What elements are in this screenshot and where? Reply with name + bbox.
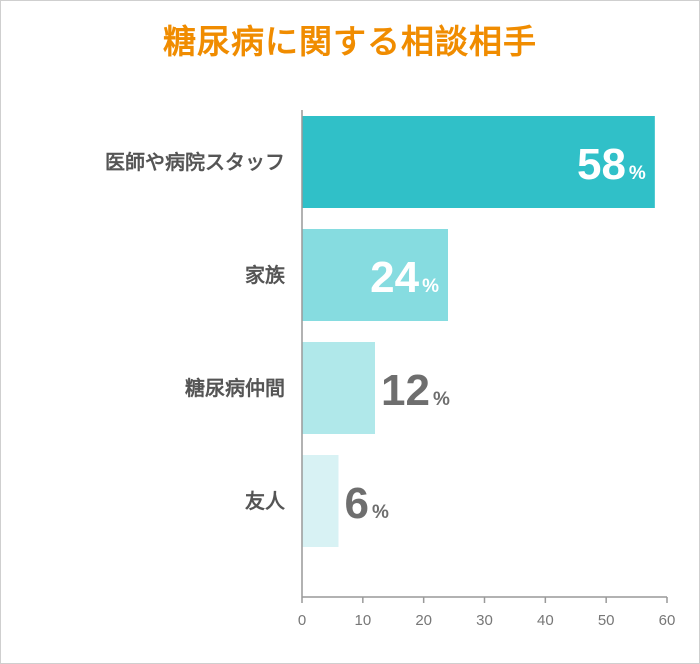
category-label: 医師や病院スタッフ	[105, 150, 285, 174]
x-tick-label: 0	[298, 612, 306, 629]
bar	[302, 116, 655, 208]
data-label: 12%	[381, 366, 450, 415]
data-label: 24%	[370, 253, 439, 302]
chart-title: 糖尿病に関する相談相手	[163, 22, 537, 61]
x-tick-label: 50	[598, 612, 615, 629]
x-tick-label: 60	[659, 612, 676, 629]
bar	[302, 455, 339, 547]
x-tick-label: 20	[415, 612, 432, 629]
x-tick-label: 30	[476, 612, 493, 629]
category-label: 友人	[245, 489, 286, 513]
data-label: 58%	[577, 140, 646, 189]
bar	[302, 229, 448, 321]
x-tick-label: 40	[537, 612, 554, 629]
x-tick-label: 10	[354, 612, 371, 629]
data-label: 6%	[345, 479, 389, 528]
bar	[302, 342, 375, 434]
category-label: 家族	[245, 263, 286, 287]
category-label: 糖尿病仲間	[185, 376, 285, 400]
